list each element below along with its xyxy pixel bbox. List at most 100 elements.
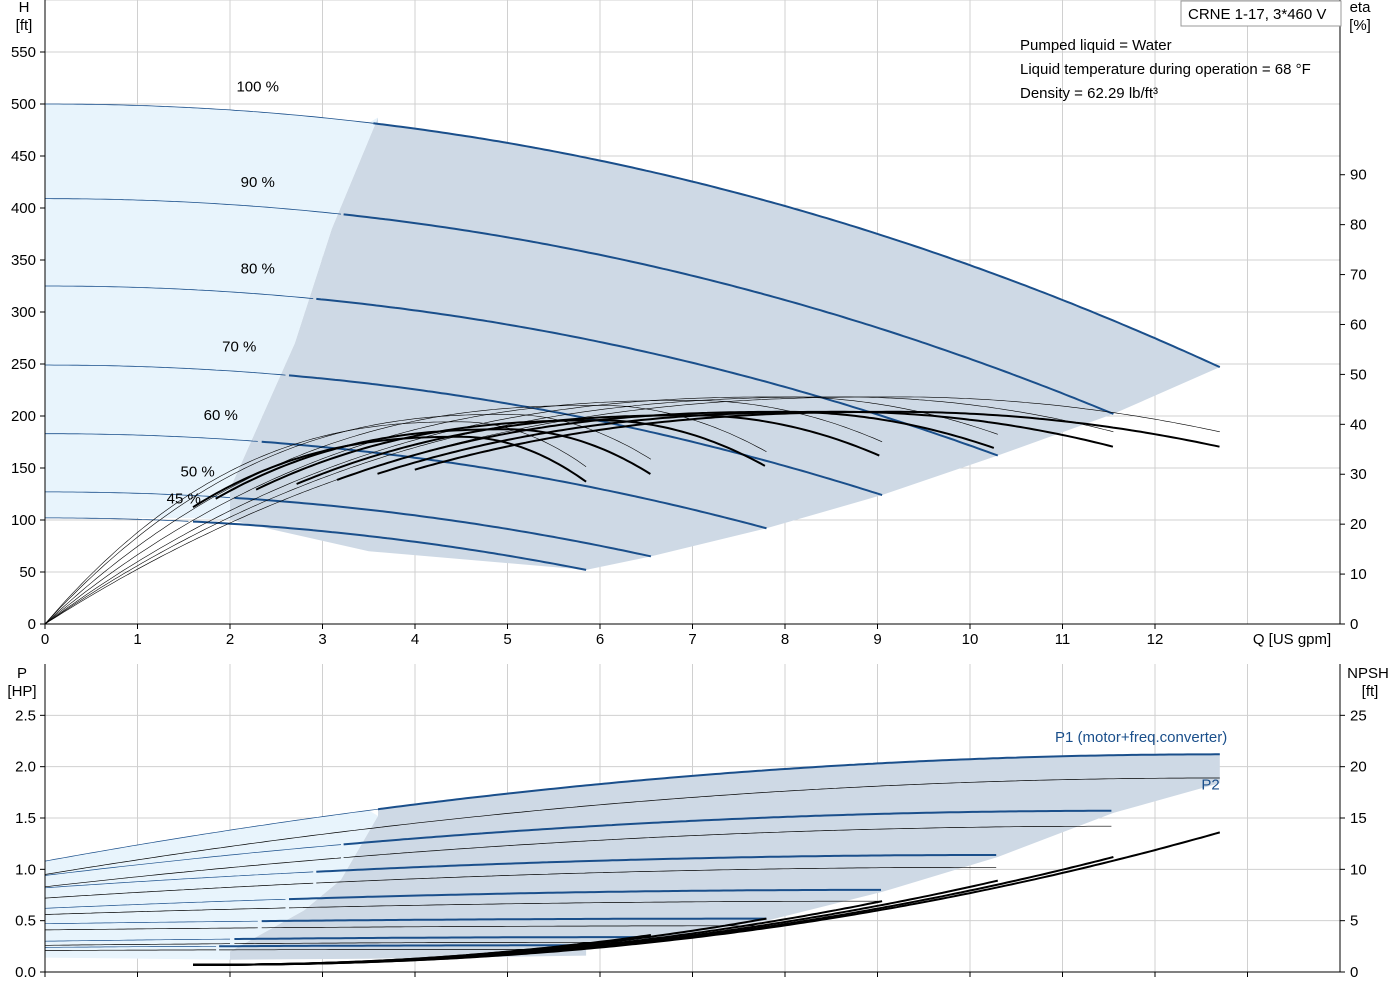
eff-curve-thin-80 (44, 396, 998, 625)
operating-zone (230, 117, 1220, 570)
power-npsh-chart: P1 (motor+freq.converter) P2 0.0 0.5 1.0 1.5 2… (7, 664, 1389, 981)
model-label-box (1180, 0, 1342, 27)
p1-curve-thin-45 (44, 945, 217, 948)
y2tick-label: 50 (1350, 366, 1367, 383)
y2tick-label: 70 (1350, 267, 1367, 284)
p2-curve-thin-50 (45, 943, 230, 946)
y2tick-label: 10 (1350, 566, 1367, 583)
xtick-label: 1 (133, 631, 141, 648)
p2-curve-thin-60 (45, 927, 258, 931)
p1-curve-thin-90 (44, 844, 342, 876)
p1-curve-thin-70 (44, 898, 286, 909)
y2tick-label: 20 (1350, 516, 1367, 533)
head-curve-thin-45 (45, 517, 189, 522)
x-axis-label: Q [US gpm] (1253, 631, 1331, 648)
y2-axis-unit: [%] (1349, 17, 1371, 34)
speed-label: 100 % (236, 79, 279, 96)
note-temperature: Liquid temperature during operation = 68… (1020, 61, 1311, 78)
head-curve-60 (261, 440, 767, 530)
head-curve-50 (234, 496, 652, 558)
power-annotation: P1 (motor+freq.converter) (1055, 729, 1227, 746)
eff-curve-thin-60 (44, 405, 767, 625)
y2-axis-label: eta (1350, 0, 1372, 16)
head-curve-thin-90 (45, 198, 342, 215)
xtick-label: 2 (226, 631, 234, 648)
p-axis-label: P (17, 665, 27, 682)
speed-label: 60 % (204, 407, 238, 424)
xtick-label: 12 (1147, 631, 1164, 648)
speed-label: 45 % (167, 490, 201, 507)
p2-curve-60 (261, 925, 766, 929)
head-curve-thin-70 (45, 364, 286, 376)
model-label: CRNE 1-17, 3*460 V (1188, 6, 1326, 23)
eff-curve-thin-45 (44, 421, 587, 625)
p2-curve-thin-70 (44, 907, 286, 915)
p2-curve-90 (343, 825, 1112, 859)
xtick-label: 5 (503, 631, 511, 648)
npsh-axis-unit: [ft] (1362, 683, 1379, 700)
p2-curve-70 (288, 900, 881, 909)
eff-curve-thin-70 (44, 400, 883, 625)
head-efficiency-chart: 100 %90 %80 %70 %60 %50 %45 %05010015020… (11, 0, 1371, 648)
ytick-label: 450 (11, 148, 36, 165)
ptick-label: 0.0 (15, 964, 36, 981)
speed-label: 80 % (241, 261, 275, 278)
npsh-curve-45 (193, 942, 587, 966)
head-curve-thin-80 (45, 285, 314, 299)
ytick-label: 550 (11, 44, 36, 61)
xtick-label: 8 (781, 631, 789, 648)
y2tick-label: 30 (1350, 466, 1367, 483)
ytick-label: 500 (11, 96, 36, 113)
speed-label: 90 % (241, 174, 275, 191)
p2-curve-100 (377, 777, 1220, 828)
ytick-label: 400 (11, 200, 36, 217)
p1-curve-thin-100 (44, 808, 379, 862)
ytick-label: 350 (11, 252, 36, 269)
npshtick-label: 25 (1350, 707, 1367, 724)
y2tick-label: 60 (1350, 316, 1367, 333)
npshtick-label: 10 (1350, 861, 1367, 878)
eff-curve-60 (255, 419, 766, 491)
p1-curve-60 (261, 917, 766, 923)
ytick-label: 50 (19, 564, 36, 581)
y-axis-label: H (19, 0, 30, 16)
npshtick-label: 0 (1350, 964, 1358, 981)
xtick-label: 0 (41, 631, 49, 648)
eff-curve-thin-90 (44, 396, 1114, 625)
y2tick-label: 0 (1350, 616, 1358, 633)
p1-curve-thin-60 (45, 920, 258, 925)
xtick-label: 6 (596, 631, 604, 648)
ytick-label: 0 (28, 616, 36, 633)
p1-curve-thin-80 (44, 871, 314, 889)
y2tick-label: 40 (1350, 416, 1367, 433)
ptick-label: 1.5 (15, 810, 36, 827)
npshtick-label: 5 (1350, 913, 1358, 930)
y-axis-unit: [ft] (16, 17, 33, 34)
xtick-label: 10 (962, 631, 979, 648)
p2-curve-thin-45 (45, 949, 217, 951)
ytick-label: 300 (11, 304, 36, 321)
npshtick-label: 15 (1350, 810, 1367, 827)
xtick-label: 11 (1055, 631, 1071, 648)
xtick-label: 4 (411, 631, 419, 648)
head-curve-45 (192, 520, 587, 571)
p2-curve-thin-100 (44, 827, 379, 875)
p2-curve-50 (234, 941, 651, 945)
p1-curve-50 (234, 936, 651, 940)
head-curve-80 (316, 297, 999, 457)
ytick-label: 150 (11, 460, 36, 477)
eff-curve-70 (296, 414, 880, 485)
p1-curve-45 (219, 944, 585, 948)
ptick-label: 2.5 (15, 707, 36, 724)
eff-curve-thin-100 (44, 396, 1220, 625)
p2-curve-80 (316, 866, 997, 884)
head-curve-thin-50 (45, 491, 231, 498)
p2-curve-thin-80 (44, 882, 314, 899)
head-curve-90 (343, 213, 1114, 415)
xtick-label: 9 (873, 631, 881, 648)
ytick-label: 100 (11, 512, 36, 529)
npsh-axis-label: NPSH (1347, 665, 1389, 682)
head-curve-100 (373, 122, 1221, 369)
head-curve-thin-100 (45, 103, 374, 124)
